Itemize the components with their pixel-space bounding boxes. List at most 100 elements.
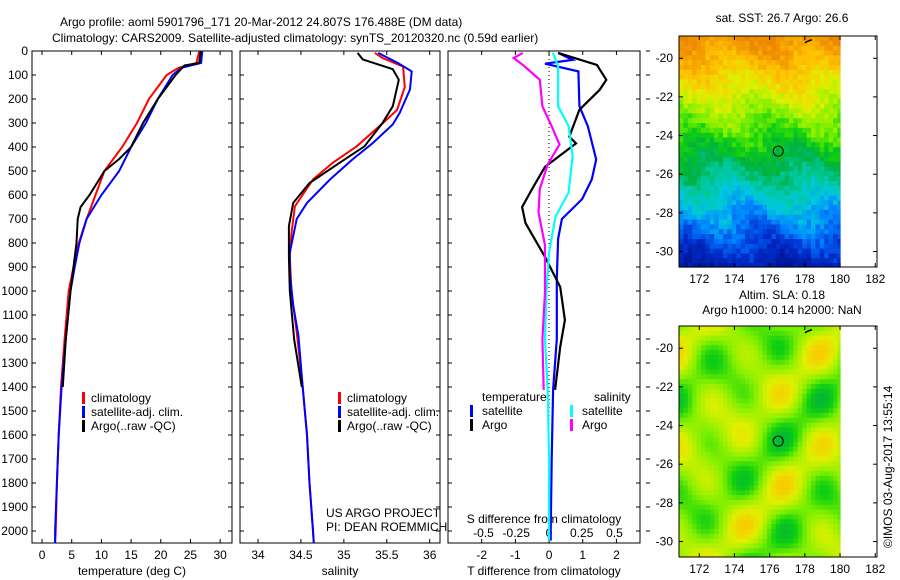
heatmap-cell	[753, 456, 759, 462]
heatmap-cell	[780, 176, 786, 182]
heatmap-cell	[696, 475, 702, 482]
heatmap-cell	[758, 471, 764, 477]
heatmap-cell	[758, 475, 764, 482]
heatmap-cell	[780, 330, 786, 337]
heatmap-cell	[789, 219, 794, 225]
heatmap-cell	[736, 543, 742, 549]
heatmap-cell	[736, 166, 742, 172]
heatmap-cell	[745, 127, 750, 134]
heatmap-cell	[758, 185, 764, 192]
heatmap-cell	[815, 529, 821, 535]
heatmap-cell	[780, 417, 786, 424]
heatmap-cell	[802, 359, 808, 366]
heatmap-cell	[824, 263, 830, 268]
heatmap-cell	[683, 156, 689, 163]
heatmap-cell	[731, 422, 737, 429]
heatmap-cell	[701, 359, 706, 366]
heatmap-cell	[687, 243, 693, 250]
heatmap-cell	[784, 103, 790, 110]
heatmap-cell	[709, 123, 715, 129]
heatmap-cell	[771, 393, 777, 400]
heatmap-cell	[714, 398, 720, 404]
heatmap-cell	[701, 374, 706, 380]
heatmap-cell	[828, 504, 834, 511]
heatmap-cell	[775, 60, 781, 66]
heatmap-cell	[727, 142, 733, 148]
heatmap-cell	[692, 432, 698, 438]
heatmap-cell	[740, 195, 746, 201]
heatmap-cell	[767, 408, 772, 414]
heatmap-cell	[736, 388, 742, 395]
heatmap-cell	[811, 466, 816, 472]
heatmap-cell	[833, 103, 838, 110]
heatmap-cell	[793, 229, 799, 235]
heatmap-cell	[692, 127, 698, 134]
heatmap-cell	[749, 94, 755, 100]
heatmap-cell	[696, 243, 702, 250]
y-tick-label: -24	[656, 129, 674, 143]
heatmap-cell	[692, 214, 698, 221]
heatmap-cell	[679, 326, 684, 332]
heatmap-cell	[793, 369, 799, 375]
heatmap-cell	[780, 190, 786, 196]
heatmap-cell	[767, 258, 772, 264]
heatmap-cell	[815, 50, 821, 56]
heatmap-cell	[837, 466, 841, 472]
heatmap-cell	[802, 89, 808, 95]
heatmap-cell	[811, 98, 816, 105]
heatmap-cell	[824, 340, 830, 346]
heatmap-cell	[837, 471, 841, 477]
heatmap-cell	[833, 548, 838, 554]
heatmap-cell	[775, 350, 781, 356]
heatmap-cell	[771, 108, 777, 114]
heatmap-cell	[815, 84, 821, 90]
heatmap-cell	[789, 490, 794, 496]
heatmap-cell	[679, 190, 684, 196]
heatmap-cell	[771, 74, 777, 81]
heatmap-cell	[753, 118, 759, 124]
heatmap-cell	[771, 176, 777, 182]
heatmap-cell	[762, 60, 768, 66]
heatmap-cell	[767, 355, 772, 361]
heatmap-cell	[789, 403, 794, 409]
heatmap-cell	[758, 234, 764, 240]
heatmap-cell	[824, 514, 830, 520]
heatmap-cell	[745, 379, 750, 385]
heatmap-cell	[696, 45, 702, 52]
heatmap-cell	[679, 123, 684, 129]
heatmap-cell	[714, 152, 720, 158]
heatmap-cell	[723, 437, 728, 443]
heatmap-cell	[718, 156, 724, 163]
heatmap-cell	[802, 413, 808, 419]
heatmap-cell	[749, 504, 755, 511]
heatmap-cell	[692, 442, 698, 448]
heatmap-cell	[679, 118, 684, 124]
heatmap-cell	[815, 137, 821, 143]
heatmap-cell	[815, 326, 821, 332]
heatmap-cell	[824, 224, 830, 230]
heatmap-cell	[837, 509, 841, 515]
heatmap-cell	[802, 379, 808, 385]
heatmap-cell	[775, 40, 781, 47]
heatmap-cell	[745, 442, 750, 448]
heatmap-cell	[793, 495, 799, 501]
heatmap-cell	[824, 490, 830, 496]
heatmap-cell	[731, 514, 737, 520]
heatmap-cell	[833, 50, 838, 56]
heatmap-cell	[723, 359, 728, 366]
heatmap-cell	[780, 108, 786, 114]
heatmap-cell	[789, 195, 794, 201]
heatmap-cell	[789, 359, 794, 366]
heatmap-cell	[736, 408, 742, 414]
heatmap-cell	[758, 504, 764, 511]
series-line-climatology	[54, 50, 201, 544]
x-tick-label: 176	[760, 272, 780, 286]
heatmap-cell	[780, 205, 786, 211]
heatmap-cell	[837, 123, 841, 129]
y-tick-label: 300	[8, 116, 28, 130]
heatmap-cell	[793, 471, 799, 477]
heatmap-cell	[824, 485, 830, 491]
heatmap-cell	[736, 248, 742, 254]
heatmap-cell	[762, 210, 768, 216]
heatmap-cell	[780, 98, 786, 105]
